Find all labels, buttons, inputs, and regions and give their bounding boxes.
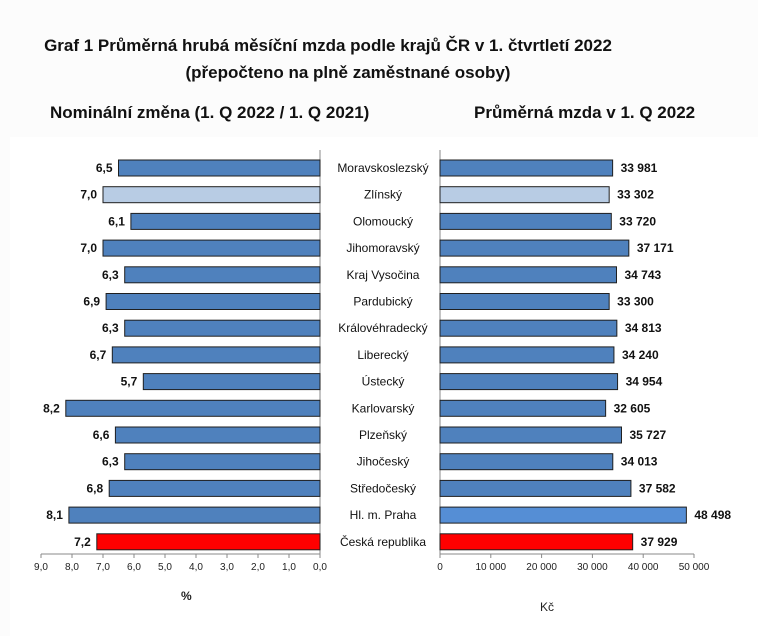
right-bar bbox=[439, 346, 615, 364]
left-bar bbox=[130, 212, 321, 230]
right-tick-label: 20 000 bbox=[526, 562, 557, 573]
left-axis-unit: % bbox=[181, 589, 192, 603]
right-data-label: 34 813 bbox=[625, 321, 662, 335]
left-tick-label: 5,0 bbox=[158, 562, 172, 573]
left-tick-label: 4,0 bbox=[189, 562, 203, 573]
right-data-label: 33 720 bbox=[619, 214, 656, 228]
left-bar bbox=[118, 159, 321, 177]
left-tick-label: 0,0 bbox=[313, 562, 327, 573]
left-panel-title: Nominální změna (1. Q 2022 / 1. Q 2021) bbox=[50, 103, 370, 122]
right-bar bbox=[439, 266, 617, 284]
left-data-label: 6,6 bbox=[93, 428, 110, 442]
right-data-label: 35 727 bbox=[629, 428, 666, 442]
right-data-label: 37 929 bbox=[641, 535, 678, 549]
right-bar bbox=[439, 426, 622, 444]
left-data-label: 7,2 bbox=[74, 535, 91, 549]
left-tick-label: 8,0 bbox=[65, 562, 79, 573]
left-tick-label: 9,0 bbox=[34, 562, 48, 573]
left-data-label: 6,8 bbox=[87, 481, 104, 495]
right-data-label: 34 013 bbox=[621, 455, 658, 469]
left-data-label: 7,0 bbox=[80, 188, 97, 202]
right-bar bbox=[439, 373, 619, 391]
right-tick-label: 30 000 bbox=[577, 562, 608, 573]
category-label: Moravskoslezský bbox=[337, 161, 428, 175]
right-data-label: 32 605 bbox=[614, 401, 651, 415]
category-label: Ústecký bbox=[362, 374, 405, 389]
left-bar bbox=[65, 399, 321, 417]
right-data-label: 33 302 bbox=[617, 188, 654, 202]
left-data-label: 6,5 bbox=[96, 161, 113, 175]
chart-subtitle: (přepočteno na plně zaměstnané osoby) bbox=[185, 63, 511, 82]
left-data-label: 6,9 bbox=[83, 295, 100, 309]
right-bar bbox=[439, 319, 618, 337]
category-label: Jihočeský bbox=[357, 455, 410, 469]
category-label: Karlovarský bbox=[352, 401, 415, 415]
right-bar bbox=[439, 239, 630, 257]
category-label: Liberecký bbox=[357, 348, 408, 362]
left-bar bbox=[102, 239, 321, 257]
right-data-label: 34 743 bbox=[624, 268, 661, 282]
left-data-label: 6,3 bbox=[102, 455, 119, 469]
right-bar bbox=[439, 453, 614, 471]
right-bar bbox=[439, 159, 614, 177]
right-bar bbox=[439, 293, 610, 310]
left-data-label: 8,1 bbox=[46, 508, 63, 522]
left-bar bbox=[124, 266, 321, 284]
right-bar bbox=[439, 506, 687, 524]
category-label: Plzeňský bbox=[359, 428, 407, 442]
left-tick-label: 1,0 bbox=[282, 562, 296, 573]
right-panel-title: Průměrná mzda v 1. Q 2022 bbox=[474, 103, 696, 122]
left-tick-label: 3,0 bbox=[220, 562, 234, 573]
left-bar bbox=[111, 346, 321, 364]
left-tick-label: 7,0 bbox=[96, 562, 110, 573]
left-bar bbox=[96, 533, 321, 551]
category-label: Pardubický bbox=[353, 295, 412, 309]
right-tick-label: 40 000 bbox=[628, 562, 659, 573]
left-bar bbox=[108, 479, 321, 497]
left-bar bbox=[124, 453, 321, 471]
right-bar bbox=[439, 533, 634, 551]
left-data-label: 8,2 bbox=[43, 401, 60, 415]
left-data-label: 6,3 bbox=[102, 321, 119, 335]
right-data-label: 37 582 bbox=[639, 481, 676, 495]
left-bar bbox=[114, 426, 321, 444]
category-label: Středočeský bbox=[350, 481, 416, 495]
category-label: Kraj Vysočina bbox=[347, 268, 420, 282]
left-data-label: 6,7 bbox=[90, 348, 107, 362]
right-data-label: 33 300 bbox=[617, 295, 654, 309]
left-data-label: 6,3 bbox=[102, 268, 119, 282]
right-bar bbox=[439, 212, 612, 230]
left-bar bbox=[68, 506, 321, 524]
right-bar bbox=[439, 186, 610, 204]
chart-title: Graf 1 Průměrná hrubá měsíční mzda podle… bbox=[44, 36, 612, 55]
category-label: Česká republika bbox=[340, 534, 426, 549]
category-label: Hl. m. Praha bbox=[350, 508, 417, 522]
right-data-label: 48 498 bbox=[694, 508, 731, 522]
right-axis-unit: Kč bbox=[540, 600, 555, 614]
right-data-label: 33 981 bbox=[621, 161, 658, 175]
right-tick-label: 10 000 bbox=[476, 562, 507, 573]
right-data-label: 34 954 bbox=[626, 375, 663, 389]
right-tick-label: 50 000 bbox=[679, 562, 710, 573]
category-label: Jihomoravský bbox=[346, 241, 419, 255]
category-label: Olomoucký bbox=[353, 214, 413, 228]
left-data-label: 6,1 bbox=[108, 214, 125, 228]
right-bar bbox=[439, 399, 607, 417]
category-label: Královéhradecký bbox=[338, 321, 427, 335]
category-label: Zlínský bbox=[364, 188, 402, 202]
left-data-label: 5,7 bbox=[121, 375, 138, 389]
left-tick-label: 6,0 bbox=[127, 562, 141, 573]
right-tick-label: 0 bbox=[437, 562, 443, 573]
left-data-label: 7,0 bbox=[80, 241, 97, 255]
left-bar bbox=[142, 373, 321, 391]
right-bar bbox=[439, 479, 632, 497]
left-bar bbox=[102, 186, 321, 204]
left-bar bbox=[105, 293, 321, 310]
right-data-label: 37 171 bbox=[637, 241, 674, 255]
right-data-label: 34 240 bbox=[622, 348, 659, 362]
left-bar bbox=[124, 319, 321, 337]
left-tick-label: 2,0 bbox=[251, 562, 265, 573]
